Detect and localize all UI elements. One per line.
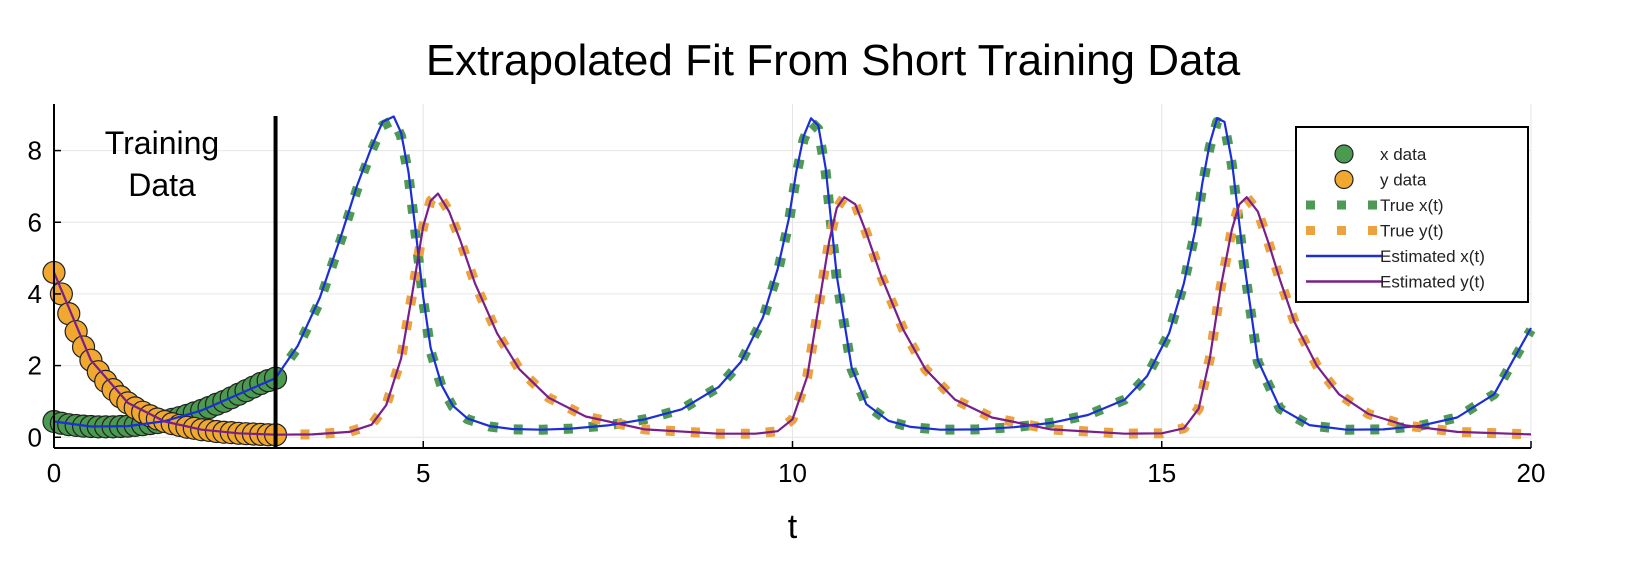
x-tick-label: 10	[778, 458, 807, 488]
legend-label-true-yt: True y(t)	[1380, 222, 1444, 241]
x-tick-label: 5	[416, 458, 430, 488]
y-tick-label: 6	[28, 207, 42, 237]
annotation-line-training: Training	[105, 125, 219, 161]
chart-title: Extrapolated Fit From Short Training Dat…	[426, 36, 1241, 85]
legend-label-y-data: y data	[1380, 171, 1427, 190]
y-tick-label: 8	[28, 136, 42, 166]
annotation-line-data: Data	[128, 167, 196, 203]
estimated-y-series	[52, 192, 1532, 436]
legend-swatch-x-data	[1334, 144, 1354, 164]
axes: 0 5 10 15 20 0 2 4 6 8	[28, 104, 1546, 488]
legend-label-estimated-yt: Estimated y(t)	[1380, 273, 1485, 292]
legend-label-x-data: x data	[1380, 145, 1427, 164]
legend-label-estimated-xt: Estimated x(t)	[1380, 247, 1485, 266]
grid	[53, 104, 1532, 448]
y-tick-label: 0	[28, 422, 42, 452]
legend-label-true-xt: True x(t)	[1380, 196, 1444, 215]
x-axis-label: t	[788, 508, 798, 546]
legend-swatch-y-data	[1334, 169, 1354, 190]
estimated-x-series	[53, 115, 1532, 431]
y-tick-label: 2	[28, 351, 42, 381]
legend: x data y data True x(t) True y(t) Estimated …	[1295, 126, 1529, 303]
training-annotation: Training Data	[105, 116, 278, 448]
series-layer	[42, 115, 1536, 447]
x-tick-label: 20	[1517, 458, 1546, 488]
x-tick-label: 15	[1147, 458, 1176, 488]
y-tick-label: 4	[28, 279, 42, 309]
x-tick-label: 0	[47, 458, 61, 488]
